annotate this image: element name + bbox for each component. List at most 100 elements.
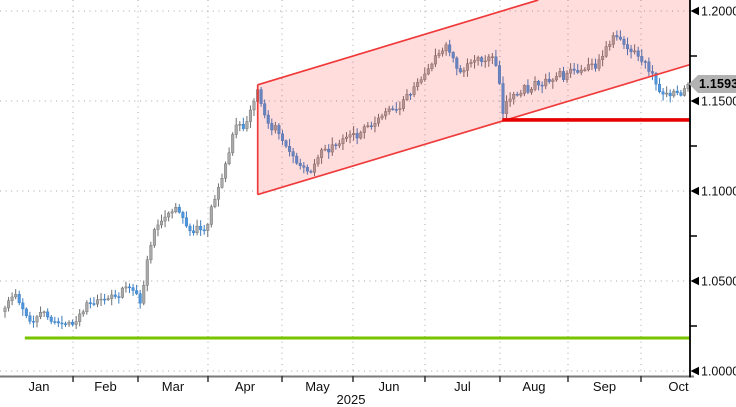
y-tick-arrow: [690, 96, 699, 106]
candle-body: [633, 50, 637, 53]
candle-body: [138, 293, 142, 304]
candle-body: [231, 134, 235, 153]
candle-body: [615, 35, 619, 38]
y-tick-arrow: [690, 276, 699, 286]
candle-body: [494, 56, 498, 66]
candle-body: [565, 72, 569, 80]
candle-body: [106, 298, 110, 300]
y-axis-price-label: 1.0000: [701, 365, 736, 379]
channel-bottom-line: [257, 63, 690, 196]
candle-body: [63, 323, 67, 325]
candle-body: [341, 138, 345, 144]
candle-body: [394, 109, 398, 111]
candle-body: [597, 59, 601, 69]
candle-body: [149, 245, 153, 260]
candle-body: [490, 56, 494, 58]
candle-body: [362, 126, 366, 133]
x-axis-month-label: Feb: [94, 379, 116, 394]
candles-series: [3, 30, 690, 330]
candle-body: [629, 48, 633, 53]
candle-body: [330, 144, 334, 153]
candle-body: [209, 206, 213, 225]
candle-body: [49, 316, 53, 322]
candle-body: [369, 125, 373, 127]
candle-body: [665, 92, 669, 95]
candle-body: [672, 90, 676, 97]
candle-body: [270, 123, 274, 131]
candle-body: [81, 311, 85, 315]
candle-body: [42, 311, 46, 314]
candle-body: [241, 124, 245, 129]
candle-body: [501, 83, 505, 114]
candle-body: [586, 64, 590, 71]
candle-body: [391, 108, 395, 110]
candle-body: [337, 143, 341, 146]
candle-body: [611, 35, 615, 45]
candle-body: [295, 155, 299, 164]
candle-body: [473, 60, 477, 63]
candle-body: [505, 101, 509, 114]
candle-body: [277, 125, 281, 134]
candle-body: [195, 225, 199, 233]
candle-body: [53, 321, 57, 323]
candle-body: [309, 171, 313, 173]
candle-body: [401, 99, 405, 109]
candle-body: [433, 55, 437, 65]
candle-body: [220, 178, 224, 188]
candle-body: [551, 79, 555, 82]
candle-body: [430, 63, 434, 69]
candle-body: [458, 68, 462, 73]
candle-body: [288, 146, 292, 152]
candle-body: [238, 124, 242, 126]
candle-body: [156, 224, 160, 230]
y-axis-price-label: 1.1000: [701, 185, 736, 199]
candle-body: [199, 225, 203, 231]
candle-body: [682, 88, 686, 96]
candle-body: [679, 92, 683, 96]
candle-body: [259, 89, 263, 104]
candle-body: [626, 44, 630, 50]
candle-body: [327, 148, 331, 153]
candle-body: [569, 68, 573, 74]
candle-body: [377, 117, 381, 124]
candle-body: [245, 121, 249, 129]
y-tick-arrow: [690, 6, 699, 16]
candle-body: [380, 115, 384, 119]
candle-body: [39, 312, 43, 317]
candle-body: [661, 91, 665, 95]
candle-body: [668, 92, 672, 97]
candle-body: [658, 83, 662, 92]
candle-body: [305, 167, 309, 172]
candle-body: [405, 94, 409, 100]
candle-body: [56, 321, 60, 324]
candle-body: [3, 307, 7, 312]
candle-body: [71, 321, 75, 325]
x-axis-month-label: Jul: [454, 379, 471, 394]
x-axis-year-label: 2025: [337, 392, 366, 407]
candle-body: [135, 290, 139, 294]
candle-body: [188, 225, 192, 232]
candle-body: [590, 63, 594, 66]
y-tick-arrow: [690, 366, 699, 376]
candle-body: [266, 114, 270, 124]
candle-body: [35, 316, 39, 323]
candle-body: [60, 322, 64, 325]
candle-body: [604, 46, 608, 57]
candle-body: [320, 149, 324, 158]
candle-body: [142, 285, 146, 304]
candle-body: [202, 229, 206, 232]
candle-body: [184, 217, 188, 227]
candle-body: [103, 298, 107, 301]
candle-body: [508, 98, 512, 102]
candle-body: [177, 207, 181, 213]
candle-body: [46, 311, 50, 318]
candle-body: [298, 162, 302, 166]
candle-body: [92, 303, 96, 305]
channel-top-line: [257, 0, 539, 86]
candle-body: [280, 133, 284, 141]
candle-body: [248, 109, 252, 122]
candle-body: [583, 69, 587, 72]
candle-body: [31, 321, 35, 323]
candle-body: [643, 61, 647, 63]
